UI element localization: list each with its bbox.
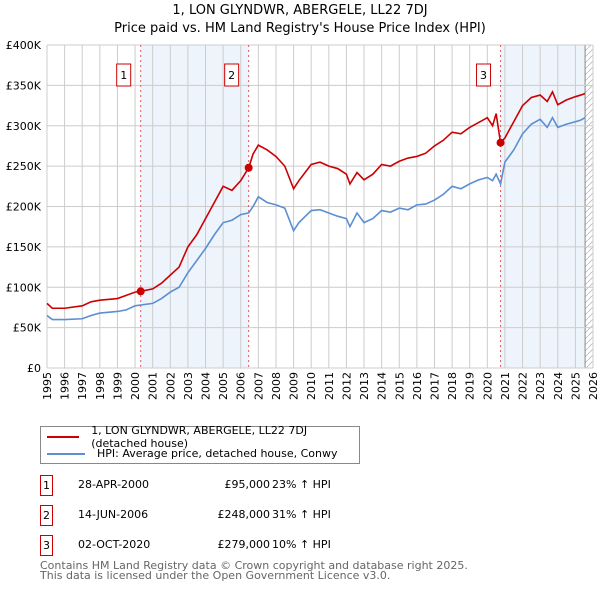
y-tick-label: £300K [6,120,42,133]
transaction-marker: 1 [40,475,53,496]
x-tick-label: 2014 [376,372,389,400]
sale-label: 1 [120,69,127,82]
y-tick-label: £350K [6,79,42,92]
x-tick-label: 2010 [305,372,318,400]
x-tick-label: 2008 [270,372,283,400]
x-tick-label: 2026 [587,372,600,400]
y-tick-label: £50K [13,322,42,335]
legend-label: 1, LON GLYNDWR, ABERGELE, LL22 7DJ (deta… [91,423,308,450]
footer-licence: This data is licensed under the Open Gov… [40,569,391,582]
x-tick-label: 1999 [111,372,124,400]
x-tick-label: 2011 [323,372,336,400]
sale-point [244,163,253,172]
transaction-marker: 3 [40,535,53,556]
transaction-date: 02-OCT-2020 [78,538,151,551]
x-tick-label: 2003 [182,372,195,400]
x-tick-label: 1996 [59,372,72,400]
legend-item-hpi: HPI: Average price, detached house, Conw… [47,445,338,462]
sale-label-box [224,63,240,87]
legend-swatch-property [47,435,80,438]
transaction-hpi-diff: 23% ↑ HPI [272,478,331,491]
y-tick-label: £100K [6,281,42,294]
x-tick-label: 1997 [76,372,89,400]
transaction-hpi-diff: 10% ↑ HPI [272,538,331,551]
x-tick-label: 2007 [252,372,265,400]
x-tick-label: 1995 [41,372,54,400]
sale-label-box [476,63,492,87]
transaction-date: 14-JUN-2006 [78,508,149,521]
x-tick-label: 2025 [569,372,582,400]
legend-item-property: 1, LON GLYNDWR, ABERGELE, LL22 7DJ (deta… [47,424,359,450]
x-tick-label: 2017 [428,372,441,400]
legend: 1, LON GLYNDWR, ABERGELE, LL22 7DJ (deta… [40,424,360,464]
series-line [46,116,586,321]
x-tick-label: 2023 [534,372,547,400]
y-tick-label: £250K [6,160,42,173]
y-tick-label: £150K [6,241,42,254]
series-line [46,89,586,310]
x-tick-label: 2009 [288,372,301,400]
chart-subtitle: Price paid vs. HM Land Registry's House … [114,21,486,36]
sale-label-box [116,63,132,87]
sale-point [496,138,505,147]
transaction-marker: 2 [40,505,53,526]
x-tick-label: 2022 [517,372,530,400]
transaction-price: £95,000 [224,478,271,491]
price-chart: 1995 1996 1997 1998 1999 2000 2001 2002 2003 2004… [6,39,600,400]
x-tick-label: 2001 [147,372,160,400]
x-tick-label: 2024 [552,372,565,400]
y-tick-label: £0 [27,362,41,375]
x-tick-label: 1998 [94,372,107,400]
x-tick-label: 2013 [358,372,371,400]
transaction-price: £279,000 [217,538,271,551]
x-tick-label: 2005 [217,372,230,400]
x-tick-label: 2020 [481,372,494,400]
transaction-price: £248,000 [217,508,271,521]
x-tick-label: 2012 [340,372,353,400]
sale-label: 3 [480,69,487,82]
chart-title: 1, LON GLYNDWR, ABERGELE, LL22 7DJ [172,3,428,18]
legend-label: HPI: Average price, detached house, Conw… [97,447,338,460]
x-tick-label: 2019 [464,372,477,400]
y-tick-label: £200K [6,201,42,214]
legend-swatch-hpi [47,452,85,455]
footer-copyright: Contains HM Land Registry data © Crown c… [40,559,468,572]
x-tick-label: 2018 [446,372,459,400]
sale-label: 2 [228,69,235,82]
x-tick-label: 2016 [411,372,424,400]
transaction-hpi-diff: 31% ↑ HPI [272,508,331,521]
x-tick-label: 2006 [235,372,248,400]
x-tick-label: 2021 [499,372,512,400]
x-tick-label: 2002 [164,372,177,400]
x-tick-label: 2000 [129,372,142,400]
y-tick-label: £400K [6,39,42,52]
transaction-date: 28-APR-2000 [78,478,150,491]
x-tick-label: 2004 [200,372,213,400]
sale-point [136,287,145,296]
x-tick-label: 2015 [393,372,406,400]
